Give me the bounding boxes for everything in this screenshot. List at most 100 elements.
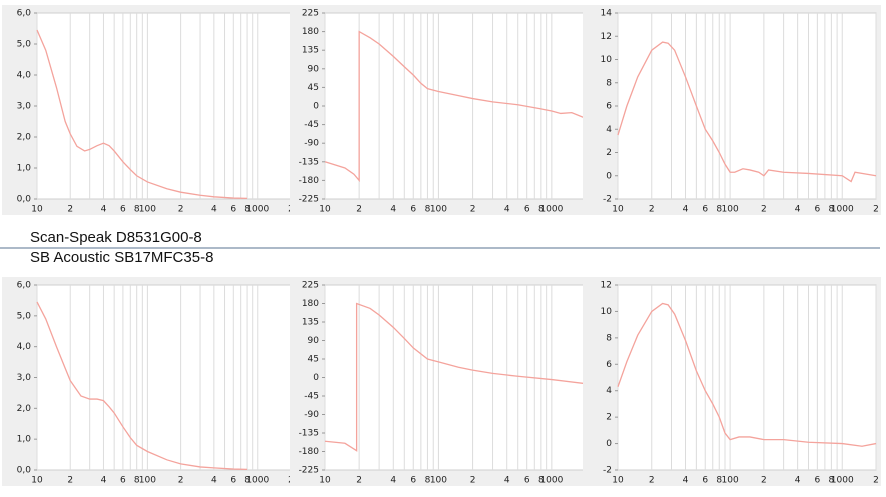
y-tick-label: 10 [601,307,613,317]
x-tick-label: 2 [470,476,476,486]
y-tick-label: -135 [299,157,319,167]
x-tick-label: 6 [120,205,126,215]
x-tick-label: 10 [31,205,43,215]
plot-area [617,284,877,471]
y-tick-label: 2 [606,413,612,423]
x-tick-label: 100 [722,205,739,215]
data-line [36,29,248,200]
y-tick-label: 90 [308,64,320,74]
x-tick-label: 4 [211,205,217,215]
x-tick-label: 2 [873,205,879,215]
x-tick-label: 100 [139,205,156,215]
x-tick-label: 4 [211,476,217,486]
x-tick-label: 8 [538,205,544,215]
caption: SB Acoustic SB17MFC35-8 [30,249,213,266]
x-tick-label: 6 [230,205,236,215]
y-tick-label: 1,0 [17,164,32,174]
y-tick-label: 6,0 [17,9,32,19]
x-tick-label: 8 [829,205,835,215]
x-tick-label: 2 [178,476,184,486]
x-tick-label: 6 [120,476,126,486]
x-tick-label: 10 [612,476,624,486]
y-tick-label: 0,0 [17,466,32,476]
x-tick-label: 10 [319,476,331,486]
y-tick-label: 180 [302,299,319,309]
x-tick-label: 8 [134,205,140,215]
x-tick-label: 6 [702,205,708,215]
y-tick-label: -180 [299,447,320,457]
x-tick-label: 6 [524,205,530,215]
x-tick-label: 1000 [540,205,563,215]
y-tick-label: 6 [606,102,612,112]
plot-area [36,12,292,200]
y-tick-label: 14 [601,9,613,19]
y-tick-label: 4,0 [17,71,32,81]
y-tick-label: 6,0 [17,281,32,291]
y-tick-label: 12 [601,32,612,42]
y-tick-label: 0 [606,171,612,181]
y-tick-label: -45 [304,392,319,402]
y-tick-label: 2 [606,148,612,158]
y-tick-label: 180 [302,27,319,37]
x-tick-label: 1000 [246,476,269,486]
y-tick-label: 6 [606,360,612,370]
data-line [324,302,587,452]
y-tick-label: -225 [299,195,319,205]
x-tick-label: 8 [244,205,250,215]
x-tick-label: 2 [761,476,767,486]
x-tick-label: 2 [178,205,184,215]
y-tick-label: -90 [304,139,319,149]
x-tick-label: 1000 [540,476,563,486]
y-tick-label: 2,0 [17,404,32,414]
y-tick-label: 5,0 [17,311,32,321]
x-tick-label: 10 [319,205,331,215]
x-tick-label: 1000 [246,205,269,215]
y-tick-label: -135 [299,429,319,439]
y-tick-label: 4 [606,386,612,396]
y-tick-label: 4 [606,125,612,135]
x-tick-label: 100 [722,476,739,486]
y-tick-label: 225 [302,9,319,19]
y-tick-label: 10 [601,55,613,65]
x-tick-label: 8 [538,476,544,486]
x-tick-label: 2 [356,476,362,486]
x-tick-label: 2 [761,205,767,215]
y-tick-label: 0,0 [17,195,32,205]
x-tick-label: 4 [101,205,107,215]
x-tick-label: 8 [425,205,431,215]
y-tick-label: 8 [606,78,612,88]
y-tick-label: 135 [302,318,319,328]
y-tick-label: 8 [606,333,612,343]
x-tick-label: 4 [390,205,396,215]
x-tick-label: 1000 [831,205,854,215]
y-tick-label: -225 [299,466,319,476]
y-tick-label: 12 [601,281,612,291]
data-line [617,302,877,447]
y-tick-label: 135 [302,46,319,56]
plot-area [36,284,292,471]
y-tick-label: 45 [308,83,319,93]
x-tick-label: 1000 [831,476,854,486]
y-tick-label: 5,0 [17,40,32,50]
x-tick-label: 4 [504,205,510,215]
x-tick-label: 8 [244,476,250,486]
x-tick-label: 8 [425,476,431,486]
x-tick-label: 4 [101,476,107,486]
y-tick-label: 1,0 [17,435,32,445]
x-tick-label: 2 [67,205,73,215]
y-tick-label: -180 [299,176,320,186]
caption: Scan-Speak D8531G00-8 [30,229,202,246]
x-tick-label: 4 [504,476,510,486]
y-tick-label: -90 [304,410,319,420]
y-tick-label: 2,0 [17,133,32,143]
x-tick-label: 6 [230,476,236,486]
x-tick-label: 100 [430,205,447,215]
data-line [617,41,877,183]
data-line [36,301,248,471]
x-tick-label: 100 [430,476,447,486]
x-tick-label: 10 [612,205,624,215]
x-tick-label: 4 [795,476,801,486]
x-tick-label: 8 [716,476,722,486]
